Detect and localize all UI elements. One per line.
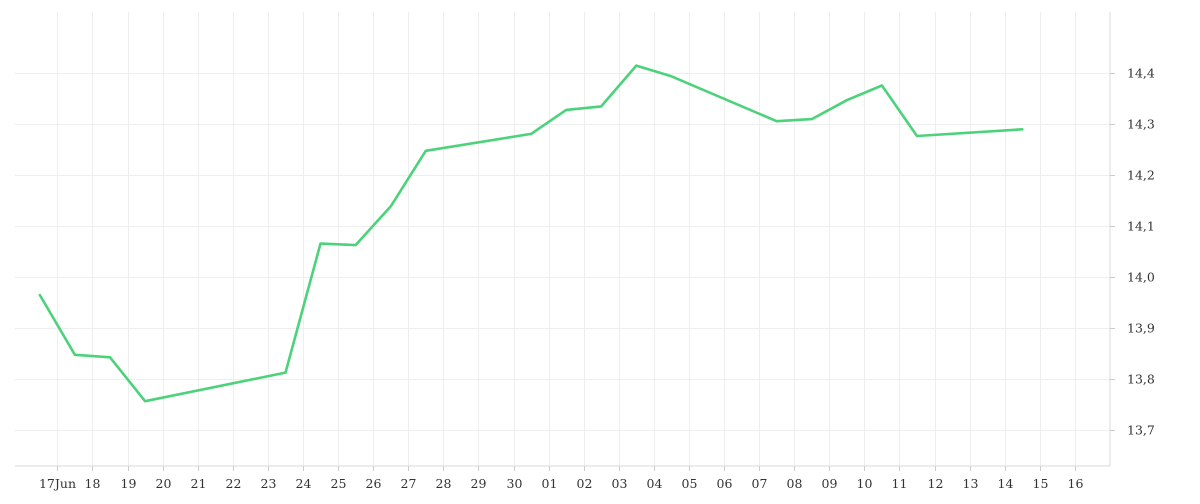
x-tick-label: 01 <box>542 476 558 491</box>
x-tick-label: 29 <box>471 476 487 491</box>
x-tick-label: 18 <box>85 476 101 491</box>
x-tick-label: 22 <box>226 476 242 491</box>
x-tick-label: 08 <box>787 476 803 491</box>
x-tick-label: 11 <box>892 476 908 491</box>
y-tick-label: 14,0 <box>1127 270 1155 285</box>
series-group <box>40 66 1022 402</box>
y-tick-label: 14,4 <box>1127 66 1155 81</box>
x-tick-label: 30 <box>507 476 523 491</box>
x-tick-label: 21 <box>191 476 207 491</box>
x-tick-label: 04 <box>647 476 663 491</box>
x-tick-label: 03 <box>612 476 628 491</box>
x-tick-label: 06 <box>717 476 733 491</box>
y-tick-label: 13,9 <box>1127 321 1155 336</box>
series-line <box>40 66 1022 402</box>
y-tick-label: 14,2 <box>1127 168 1155 183</box>
horizontal-grid <box>15 74 1110 431</box>
y-tick-label: 14,3 <box>1127 117 1155 132</box>
x-tick-label: 16 <box>1068 476 1084 491</box>
x-tick-label: 14 <box>998 476 1014 491</box>
y-axis-ticks: 13,7 13,8 13,9 14,0 14,1 14,2 14,3 14,4 <box>1110 66 1155 438</box>
x-tick-label: 23 <box>261 476 277 491</box>
x-tick-label: 02 <box>577 476 593 491</box>
x-tick-label: 09 <box>822 476 838 491</box>
x-tick-label: 19 <box>121 476 137 491</box>
x-tick-label: 25 <box>331 476 347 491</box>
x-tick-label: 24 <box>296 476 312 491</box>
vertical-grid <box>58 12 1076 466</box>
x-axis-ticks: 17Jun 18 19 20 21 22 23 24 25 26 27 28 29 30 01 02 03 04 0… <box>39 466 1084 491</box>
x-tick-label: 20 <box>156 476 172 491</box>
x-tick-label: 10 <box>857 476 873 491</box>
x-tick-label: 07 <box>752 476 768 491</box>
y-tick-label: 13,8 <box>1127 372 1155 387</box>
x-tick-label: 15 <box>1033 476 1049 491</box>
x-tick-label: 27 <box>401 476 417 491</box>
x-tick-label: 28 <box>436 476 452 491</box>
x-tick-label: 13 <box>963 476 979 491</box>
x-tick-label: 05 <box>682 476 698 491</box>
x-tick-label: 26 <box>366 476 382 491</box>
x-tick-label: 17Jun <box>39 476 76 491</box>
y-tick-label: 14,1 <box>1127 219 1155 234</box>
y-tick-label: 13,7 <box>1127 423 1155 438</box>
x-tick-label: 12 <box>928 476 944 491</box>
